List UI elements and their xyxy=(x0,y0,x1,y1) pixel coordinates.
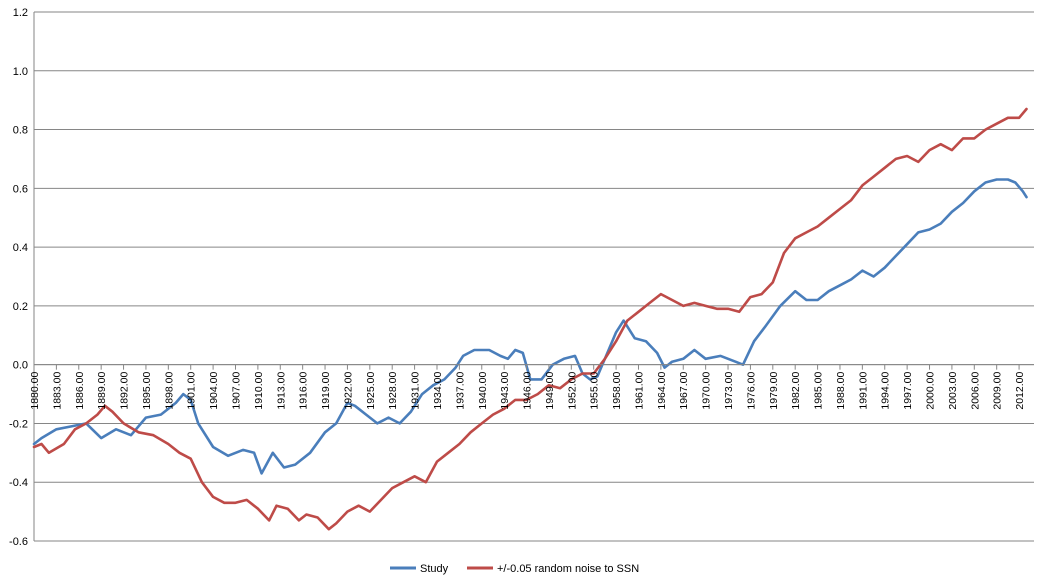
x-tick-label: 1991.00 xyxy=(857,372,869,410)
x-tick-label: 1940.00 xyxy=(477,372,489,410)
y-tick-label: 0.4 xyxy=(13,242,28,254)
x-tick-label: 1931.00 xyxy=(410,372,422,410)
x-tick-label: 1994.00 xyxy=(880,372,892,410)
x-tick-label: 1904.00 xyxy=(208,372,220,410)
x-tick-label: 1958.00 xyxy=(611,372,623,410)
legend: Study +/-0.05 random noise to SSN xyxy=(390,563,639,575)
x-tick-label: 1889.00 xyxy=(96,372,108,410)
x-tick-label: 1925.00 xyxy=(365,372,377,410)
x-tick-label: 1922.00 xyxy=(342,372,354,410)
x-tick-label: 1952.00 xyxy=(566,372,578,410)
x-tick-label: 1985.00 xyxy=(813,372,825,410)
x-tick-label: 1898.00 xyxy=(163,372,175,410)
y-tick-label: 0.2 xyxy=(13,301,28,313)
x-tick-label: 1937.00 xyxy=(454,372,466,410)
x-tick-label: 1943.00 xyxy=(499,372,511,410)
x-tick-label: 1883.00 xyxy=(51,372,63,410)
x-tick-label: 1901.00 xyxy=(186,372,198,410)
x-tick-label: 2003.00 xyxy=(947,372,959,410)
x-tick-label: 1928.00 xyxy=(387,372,399,410)
x-tick-label: 1892.00 xyxy=(119,372,131,410)
x-tick-label: 1955.00 xyxy=(589,372,601,410)
y-tick-label: -0.6 xyxy=(9,536,28,548)
series-line-2 xyxy=(32,107,1028,531)
x-tick-label: 1970.00 xyxy=(701,372,713,410)
x-axis: 1880.00 1883.00 1886.00 1889.00 1892.00 1895.… xyxy=(29,364,1034,410)
x-tick-label: 1988.00 xyxy=(835,372,847,410)
x-tick-label: 1910.00 xyxy=(253,372,265,410)
x-tick-label: 1907.00 xyxy=(230,372,242,410)
x-tick-label: 1916.00 xyxy=(298,372,310,410)
x-tick-label: 1964.00 xyxy=(656,372,668,410)
x-tick-label: 1946.00 xyxy=(522,372,534,410)
y-tick-label: -0.2 xyxy=(9,418,28,430)
x-tick-label: 1949.00 xyxy=(544,372,556,410)
gridlines xyxy=(34,11,1034,542)
x-tick-label: 2012.00 xyxy=(1014,372,1026,410)
x-tick-label: 1934.00 xyxy=(432,372,444,410)
x-tick-label: 1976.00 xyxy=(745,372,757,410)
y-tick-label: 1.2 xyxy=(13,7,28,19)
x-tick-label: 1886.00 xyxy=(74,372,86,410)
x-tick-label: 1895.00 xyxy=(141,372,153,410)
x-tick-label: 1961.00 xyxy=(633,372,645,410)
y-tick-label: -0.4 xyxy=(9,477,28,489)
y-axis: -0.6 -0.4 -0.2 0.0 0.2 0.4 0.6 0.8 1.0 1.2 xyxy=(9,7,35,548)
x-tick-label: 1913.00 xyxy=(275,372,287,410)
x-tick-label: 1979.00 xyxy=(768,372,780,410)
x-tick-label: 2006.00 xyxy=(969,372,981,410)
x-tick-label: 1982.00 xyxy=(790,372,802,410)
series-line-1 xyxy=(32,178,1028,475)
x-tick-label: 2009.00 xyxy=(992,372,1004,410)
y-tick-label: 0.6 xyxy=(13,183,28,195)
y-tick-label: 0.8 xyxy=(13,125,28,137)
legend-label-1: Study xyxy=(420,563,449,575)
legend-label-2: +/-0.05 random noise to SSN xyxy=(497,563,639,575)
y-tick-label: 1.0 xyxy=(13,66,28,78)
y-tick-label: 0.0 xyxy=(13,360,28,372)
x-tick-label: 1880.00 xyxy=(29,372,41,410)
x-tick-label: 1973.00 xyxy=(723,372,735,410)
x-tick-label: 1997.00 xyxy=(902,372,914,410)
x-tick-label: 1919.00 xyxy=(320,372,332,410)
x-tick-label: 1967.00 xyxy=(678,372,690,410)
series-lines xyxy=(32,107,1028,531)
x-tick-label: 2000.00 xyxy=(925,372,937,410)
